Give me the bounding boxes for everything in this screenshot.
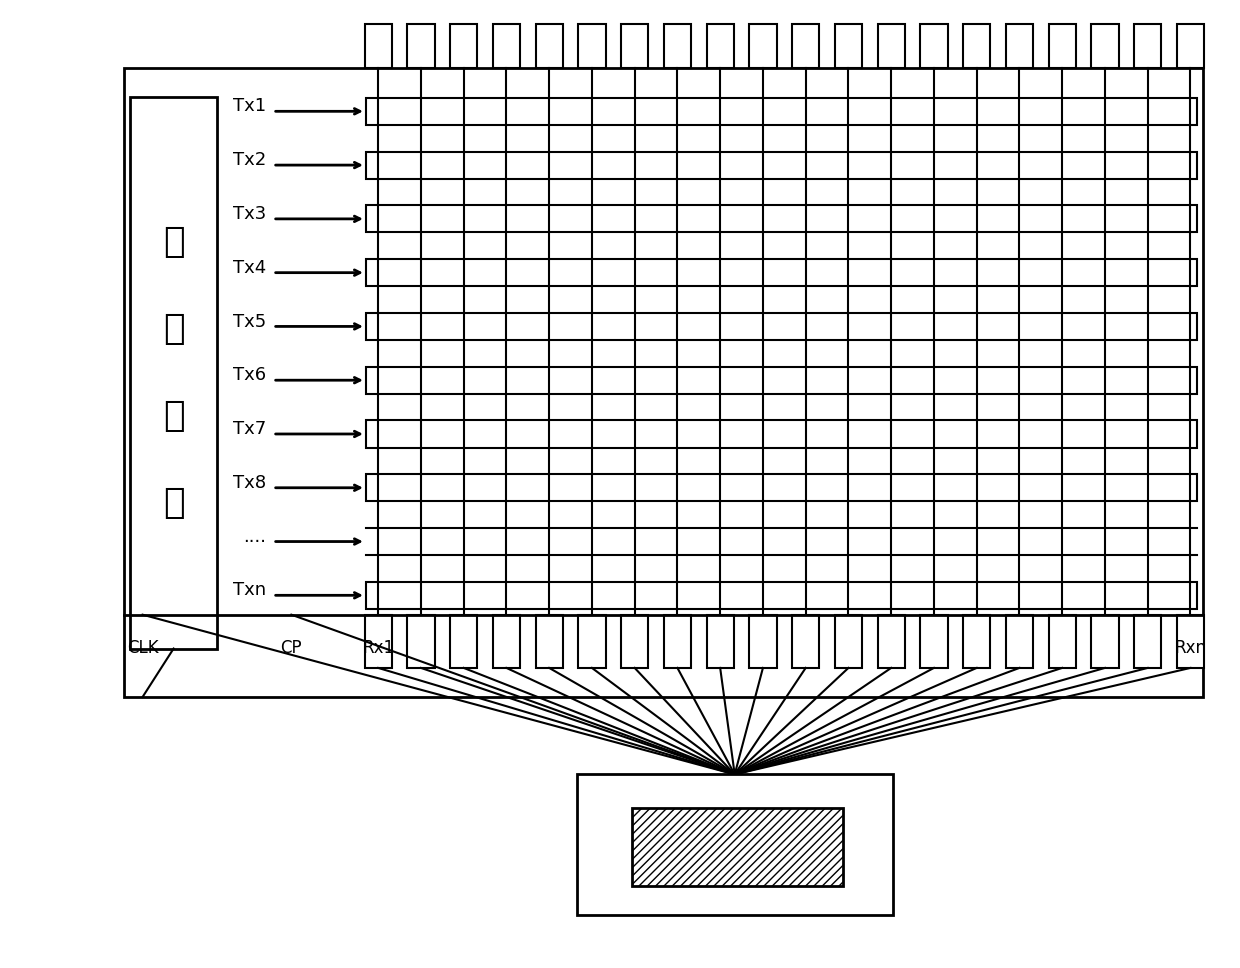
Text: 路: 路 bbox=[162, 486, 185, 521]
Bar bbox=[835, 615, 862, 668]
Bar bbox=[663, 24, 691, 68]
Bar bbox=[366, 205, 1197, 232]
Text: 动: 动 bbox=[162, 312, 185, 347]
Bar bbox=[632, 808, 843, 886]
Bar bbox=[749, 615, 776, 668]
Bar bbox=[578, 24, 605, 68]
Text: Tx8: Tx8 bbox=[233, 474, 267, 492]
Text: CP: CP bbox=[280, 639, 303, 657]
Bar bbox=[366, 259, 1197, 287]
Bar bbox=[365, 24, 392, 68]
Bar bbox=[492, 615, 520, 668]
Text: Tx6: Tx6 bbox=[233, 366, 267, 384]
Text: ....: .... bbox=[243, 528, 267, 546]
Bar bbox=[366, 98, 1197, 125]
Bar bbox=[878, 24, 905, 68]
Bar bbox=[366, 313, 1197, 340]
Bar bbox=[1091, 615, 1118, 668]
Bar bbox=[1135, 24, 1162, 68]
Bar bbox=[577, 774, 893, 915]
Bar bbox=[578, 615, 605, 668]
Bar bbox=[878, 615, 905, 668]
Bar bbox=[1006, 24, 1033, 68]
Bar bbox=[835, 24, 862, 68]
Bar bbox=[366, 367, 1197, 394]
Bar bbox=[124, 68, 1203, 697]
Bar bbox=[1135, 615, 1162, 668]
Text: Txn: Txn bbox=[233, 582, 267, 599]
Text: Tx5: Tx5 bbox=[233, 313, 267, 331]
Bar bbox=[621, 24, 649, 68]
Bar bbox=[1091, 24, 1118, 68]
Bar bbox=[365, 615, 392, 668]
Text: Tx7: Tx7 bbox=[233, 420, 267, 439]
Bar bbox=[707, 615, 734, 668]
Bar bbox=[1049, 24, 1076, 68]
Bar bbox=[707, 24, 734, 68]
Bar bbox=[963, 24, 991, 68]
Bar bbox=[920, 615, 947, 668]
Bar bbox=[492, 24, 520, 68]
Bar bbox=[130, 97, 217, 649]
Text: 驱: 驱 bbox=[162, 225, 185, 259]
Text: 电: 电 bbox=[162, 399, 185, 434]
Text: Tx3: Tx3 bbox=[233, 205, 267, 223]
Bar bbox=[1177, 24, 1204, 68]
Bar bbox=[963, 615, 991, 668]
Text: Tx1: Tx1 bbox=[233, 98, 267, 115]
Bar bbox=[450, 615, 477, 668]
Text: Tx4: Tx4 bbox=[233, 258, 267, 277]
Text: Rxn: Rxn bbox=[1174, 639, 1207, 657]
Bar bbox=[407, 615, 434, 668]
Bar bbox=[366, 152, 1197, 179]
Text: Tx2: Tx2 bbox=[233, 151, 267, 169]
Bar bbox=[366, 420, 1197, 447]
Bar bbox=[621, 615, 649, 668]
Bar bbox=[1177, 615, 1204, 668]
Bar bbox=[407, 24, 434, 68]
Text: CLK: CLK bbox=[126, 639, 159, 657]
Bar bbox=[663, 615, 691, 668]
Bar bbox=[366, 582, 1197, 609]
Text: Rx1: Rx1 bbox=[362, 639, 394, 657]
Bar bbox=[366, 474, 1197, 501]
Bar bbox=[1049, 615, 1076, 668]
Bar bbox=[792, 24, 820, 68]
Bar bbox=[1006, 615, 1033, 668]
Bar bbox=[920, 24, 947, 68]
Bar bbox=[536, 24, 563, 68]
Bar bbox=[792, 615, 820, 668]
Bar bbox=[536, 615, 563, 668]
Bar bbox=[749, 24, 776, 68]
Bar bbox=[450, 24, 477, 68]
